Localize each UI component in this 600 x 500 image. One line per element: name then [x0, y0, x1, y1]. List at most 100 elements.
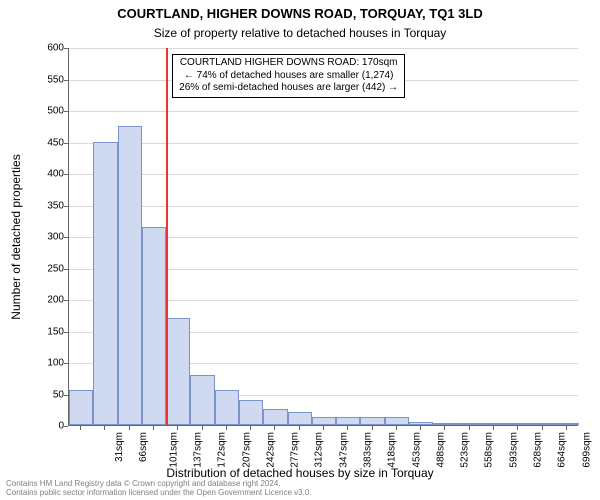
xtick-mark	[323, 426, 324, 430]
ytick-label: 400	[47, 169, 64, 180]
xtick-mark	[493, 426, 494, 430]
bar	[69, 390, 93, 425]
x-axis-label: Distribution of detached houses by size …	[0, 466, 600, 480]
gridline	[69, 143, 578, 144]
ytick-mark	[64, 174, 68, 175]
bar	[555, 423, 579, 425]
ytick-label: 500	[47, 106, 64, 117]
xtick-mark	[153, 426, 154, 430]
reference-line	[166, 48, 168, 425]
xtick-mark	[444, 426, 445, 430]
ytick-mark	[64, 332, 68, 333]
xtick-label: 453sqm	[411, 432, 422, 468]
xtick-label: 312sqm	[314, 432, 325, 468]
xtick-mark	[299, 426, 300, 430]
xtick-label: 628sqm	[533, 432, 544, 468]
xtick-mark	[80, 426, 81, 430]
ytick-label: 200	[47, 295, 64, 306]
bar	[458, 423, 482, 425]
bar	[530, 423, 554, 425]
xtick-label: 207sqm	[241, 432, 252, 468]
xtick-mark	[250, 426, 251, 430]
xtick-mark	[469, 426, 470, 430]
bar	[506, 423, 530, 425]
bar	[190, 375, 214, 425]
ytick-label: 350	[47, 200, 64, 211]
ytick-mark	[64, 426, 68, 427]
xtick-mark	[202, 426, 203, 430]
ytick-label: 150	[47, 326, 64, 337]
xtick-label: 699sqm	[581, 432, 592, 468]
xtick-label: 558sqm	[484, 432, 495, 468]
xtick-label: 172sqm	[217, 432, 228, 468]
ytick-mark	[64, 206, 68, 207]
ytick-label: 250	[47, 263, 64, 274]
xtick-label: 31sqm	[114, 432, 125, 462]
xtick-mark	[420, 426, 421, 430]
ytick-mark	[64, 269, 68, 270]
xtick-label: 137sqm	[193, 432, 204, 468]
ytick-label: 550	[47, 74, 64, 85]
xtick-label: 101sqm	[168, 432, 179, 468]
bar	[239, 400, 263, 425]
chart-container: COURTLAND, HIGHER DOWNS ROAD, TORQUAY, T…	[0, 0, 600, 500]
bar	[288, 412, 312, 425]
annotation-box: COURTLAND HIGHER DOWNS ROAD: 170sqm← 74%…	[172, 54, 405, 98]
ytick-mark	[64, 143, 68, 144]
chart-title: COURTLAND, HIGHER DOWNS ROAD, TORQUAY, T…	[0, 6, 600, 21]
xtick-mark	[396, 426, 397, 430]
y-axis-label: Number of detached properties	[9, 154, 23, 319]
xtick-mark	[517, 426, 518, 430]
chart-subtitle: Size of property relative to detached ho…	[0, 26, 600, 40]
xtick-mark	[226, 426, 227, 430]
ytick-label: 300	[47, 232, 64, 243]
ytick-mark	[64, 300, 68, 301]
xtick-mark	[177, 426, 178, 430]
ytick-mark	[64, 48, 68, 49]
gridline	[69, 206, 578, 207]
xtick-label: 66sqm	[138, 432, 149, 462]
bar	[93, 142, 117, 426]
ytick-label: 0	[58, 421, 64, 432]
bar	[385, 417, 409, 425]
xtick-label: 347sqm	[338, 432, 349, 468]
xtick-mark	[542, 426, 543, 430]
annotation-line: 26% of semi-detached houses are larger (…	[179, 82, 398, 95]
xtick-mark	[104, 426, 105, 430]
plot-area: COURTLAND HIGHER DOWNS ROAD: 170sqm← 74%…	[68, 48, 578, 426]
xtick-mark	[129, 426, 130, 430]
annotation-line: ← 74% of detached houses are smaller (1,…	[179, 70, 398, 83]
ytick-label: 100	[47, 358, 64, 369]
bar	[263, 409, 287, 425]
xtick-mark	[566, 426, 567, 430]
xtick-label: 523sqm	[460, 432, 471, 468]
xtick-label: 488sqm	[435, 432, 446, 468]
ytick-label: 50	[53, 389, 64, 400]
bar	[482, 423, 506, 425]
bar	[166, 318, 190, 425]
gridline	[69, 48, 578, 49]
ytick-mark	[64, 237, 68, 238]
xtick-label: 593sqm	[508, 432, 519, 468]
bar	[142, 227, 166, 425]
ytick-mark	[64, 111, 68, 112]
bar	[215, 390, 239, 425]
bar	[360, 417, 384, 425]
bar	[118, 126, 142, 425]
xtick-mark	[347, 426, 348, 430]
footer-line-2: Contains public sector information licen…	[6, 489, 312, 498]
ytick-label: 450	[47, 137, 64, 148]
bar	[433, 423, 457, 425]
ytick-label: 600	[47, 43, 64, 54]
bar	[312, 417, 336, 425]
bar	[336, 417, 360, 425]
xtick-label: 277sqm	[290, 432, 301, 468]
xtick-mark	[274, 426, 275, 430]
ytick-mark	[64, 363, 68, 364]
xtick-mark	[372, 426, 373, 430]
gridline	[69, 111, 578, 112]
xtick-label: 242sqm	[265, 432, 276, 468]
ytick-mark	[64, 80, 68, 81]
xtick-label: 664sqm	[557, 432, 568, 468]
annotation-line: COURTLAND HIGHER DOWNS ROAD: 170sqm	[179, 57, 398, 70]
